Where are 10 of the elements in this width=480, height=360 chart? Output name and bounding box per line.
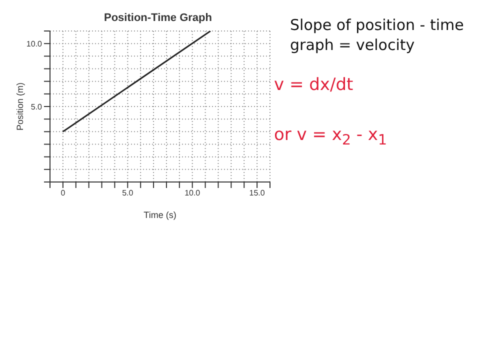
text: v = dx/dt — [274, 74, 354, 96]
text: or v = x$_{2}$ - x$_{1}$ — [274, 124, 388, 150]
y-axis-title: Position (m) — [15, 82, 26, 131]
x-axis-title: Time (s) — [144, 210, 176, 220]
x-tick-label: 5.0 — [122, 188, 134, 198]
text: Slope of position - time graph = velocity — [290, 16, 465, 55]
x-tick-label: 0 — [60, 188, 66, 198]
x-tick-label: 15.0 — [249, 188, 266, 198]
chart-title: Position-Time Graph — [103, 12, 213, 24]
x-tick-label: 10.0 — [184, 188, 201, 198]
